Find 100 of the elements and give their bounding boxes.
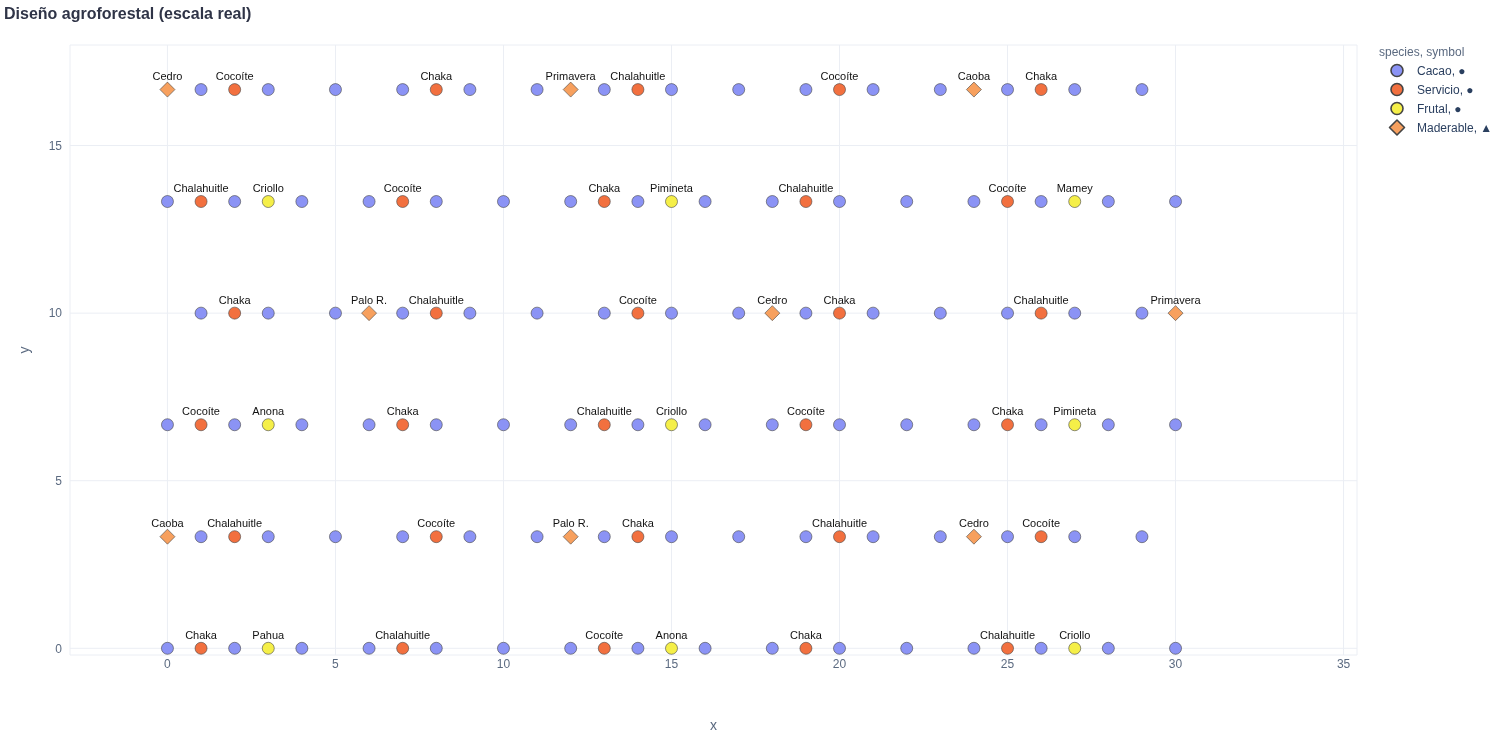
point: [1167, 305, 1184, 321]
data-label: Chaka: [790, 628, 823, 641]
data-label: Caoba: [151, 517, 185, 530]
point: [194, 642, 208, 655]
point: [764, 305, 781, 321]
data-label: Chaka: [991, 405, 1025, 418]
point: [361, 305, 377, 321]
data-label: Chalahuitle: [173, 182, 229, 195]
y-tick-label: 15: [48, 138, 63, 153]
point: [429, 83, 443, 96]
x-tick-label: 15: [664, 656, 679, 671]
data-label: Cocoíte: [215, 70, 254, 83]
point: [429, 530, 443, 543]
data-label: Cocoíte: [182, 405, 221, 418]
point: [1001, 195, 1014, 208]
data-label: Criollo: [252, 182, 284, 195]
point: [631, 306, 645, 320]
point: [396, 418, 409, 432]
point: [159, 81, 176, 98]
data-label: Chaka: [1025, 70, 1058, 83]
point: [396, 642, 409, 655]
point: [228, 83, 241, 96]
data-label: Chalahuitle: [576, 405, 632, 418]
x-tick-label: 10: [496, 656, 511, 671]
data-label: Anona: [655, 628, 689, 641]
data-label: Cocoíte: [417, 517, 456, 530]
point: [966, 81, 982, 98]
legend-label: Maderable, ▲: [1417, 120, 1493, 135]
y-axis-title: y: [16, 346, 32, 354]
data-label: Chalahuitle: [1013, 293, 1069, 306]
point: [228, 530, 241, 543]
x-tick-label: 20: [832, 656, 847, 671]
point: [1001, 418, 1014, 432]
data-label: Cocoíte: [786, 405, 825, 418]
data-label: Chaka: [621, 517, 655, 530]
data-label: Chalahuitle: [408, 293, 464, 306]
point: [799, 195, 813, 208]
point: [597, 418, 611, 432]
legend-title: species, symbol: [1378, 44, 1466, 61]
point: [1068, 195, 1082, 208]
point: [833, 83, 846, 96]
point: [665, 195, 678, 208]
point: [597, 195, 611, 208]
point: [833, 306, 846, 320]
x-tick-label: 0: [164, 656, 172, 671]
point: [799, 418, 813, 432]
x-tick-label: 30: [1168, 656, 1183, 671]
point: [799, 642, 813, 655]
point: [562, 81, 579, 98]
point: [1034, 83, 1048, 96]
point: [1068, 642, 1082, 655]
legend-label: Servicio, ●: [1417, 82, 1474, 97]
data-label: Chaka: [386, 405, 420, 418]
y-tick-label: 5: [55, 473, 63, 488]
data-label: Cocoíte: [1022, 517, 1061, 530]
point: [1001, 642, 1014, 655]
data-label: Palo R.: [351, 293, 388, 306]
chart-title: Diseño agroforestal (escala real): [4, 5, 252, 23]
data-label: Pimineta: [1053, 405, 1098, 418]
data-label: Pimineta: [650, 182, 694, 195]
data-label: Chalahuitle: [778, 182, 834, 195]
data-label: Cocoíte: [585, 628, 624, 641]
data-label: Anona: [252, 405, 286, 418]
point: [396, 195, 409, 208]
legend-label: Frutal, ●: [1417, 101, 1462, 116]
data-label: Cedro: [958, 517, 989, 530]
point: [261, 418, 275, 432]
point: [261, 642, 275, 655]
x-tick-label: 35: [1336, 656, 1351, 671]
point: [194, 195, 208, 208]
point: [597, 642, 611, 655]
point: [562, 528, 579, 545]
point: [159, 528, 176, 545]
data-label: Chalahuitle: [207, 517, 263, 530]
x-axis-title: x: [710, 717, 717, 733]
legend-label: Cacao, ●: [1417, 63, 1466, 78]
data-label: Criollo: [655, 405, 688, 418]
x-tick-label: 5: [332, 656, 340, 671]
data-label: Chalahuitle: [375, 628, 431, 641]
data-label: Cedro: [152, 70, 183, 83]
y-tick-label: 0: [55, 641, 63, 656]
data-label: Caoba: [957, 70, 992, 83]
point: [228, 306, 241, 320]
x-tick-label: 25: [1000, 656, 1015, 671]
data-label: Chaka: [218, 293, 252, 306]
data-label: Cocoíte: [618, 293, 657, 306]
data-label: Cocoíte: [988, 182, 1027, 195]
point: [1068, 418, 1082, 432]
point: [631, 83, 645, 96]
data-label: Criollo: [1059, 628, 1091, 641]
point: [966, 528, 982, 545]
data-label: Chaka: [823, 293, 857, 306]
data-label: Chaka: [185, 628, 218, 641]
point: [1034, 306, 1048, 320]
point: [429, 306, 443, 320]
point: [1034, 530, 1048, 543]
data-label: Primavera: [545, 70, 597, 83]
data-label: Pahua: [252, 628, 286, 641]
data-label: Mamey: [1056, 182, 1094, 195]
data-label: Cocoíte: [383, 182, 422, 195]
